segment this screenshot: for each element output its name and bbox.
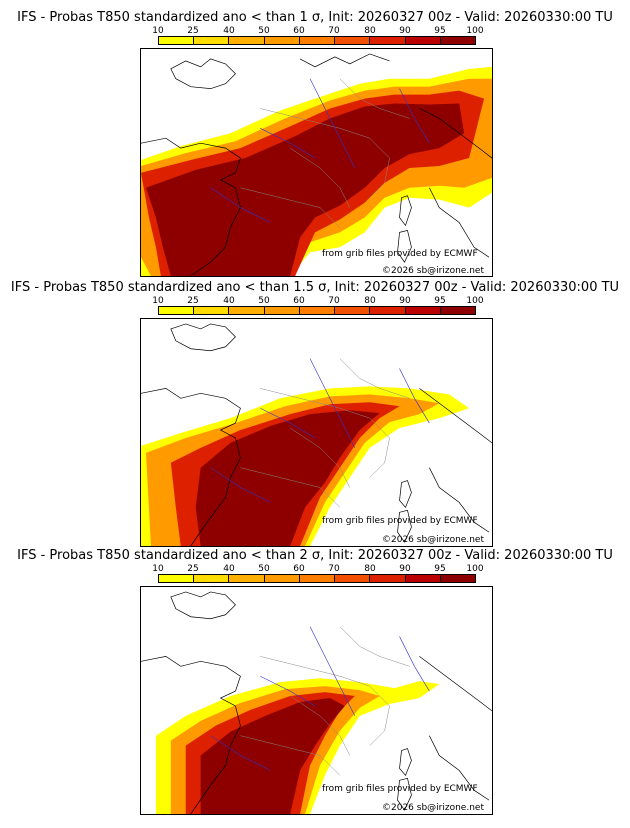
colorbar-swatch xyxy=(440,307,475,314)
colorbar-swatch xyxy=(299,37,336,44)
colorbar-tick-label: 60 xyxy=(293,26,305,36)
colorbar-swatch xyxy=(264,575,300,582)
colorbar-swatch xyxy=(405,37,441,44)
colorbar xyxy=(158,36,476,45)
rivers xyxy=(210,358,430,503)
colorbar-swatch xyxy=(229,307,265,314)
probability-map: from grib files provided by ECMWF ©2026 … xyxy=(140,48,493,277)
colorbar-tick-label: 10 xyxy=(152,564,164,574)
panel-title: IFS - Probas T850 standardized ano < tha… xyxy=(17,10,613,25)
probability-map: from grib files provided by ECMWF ©2026 … xyxy=(140,586,493,815)
copyright-text: ©2026 sb@irizone.net xyxy=(382,266,484,276)
admin-borders xyxy=(240,626,410,776)
colorbar-swatch xyxy=(335,575,371,582)
colorbar-tick-label: 80 xyxy=(364,296,376,306)
colorbar-tick-label: 10 xyxy=(152,296,164,306)
map-panel-3: IFS - Probas T850 standardized ano < tha… xyxy=(0,548,630,816)
credit-source: from grib files provided by ECMWF xyxy=(322,516,478,526)
map-graphic xyxy=(141,53,492,276)
probability-field xyxy=(141,386,470,546)
colorbar-tick-label: 80 xyxy=(364,26,376,36)
coastlines xyxy=(141,591,492,814)
colorbar-swatch xyxy=(194,37,230,44)
probability-map: from grib files provided by ECMWF ©2026 … xyxy=(140,318,493,547)
colorbar-swatch xyxy=(299,575,336,582)
colorbar xyxy=(158,574,476,583)
colorbar-swatch xyxy=(440,37,475,44)
colorbar-tick-label: 60 xyxy=(293,564,305,574)
colorbar-tick-label: 80 xyxy=(364,564,376,574)
colorbar-swatch xyxy=(370,37,406,44)
colorbar-tick-label: 50 xyxy=(258,296,270,306)
admin-borders xyxy=(240,78,410,228)
colorbar-tick-label: 90 xyxy=(399,296,411,306)
colorbar-tick-label: 10 xyxy=(152,26,164,36)
colorbar-swatch xyxy=(194,575,230,582)
rivers xyxy=(210,626,430,771)
probability-field xyxy=(141,66,492,276)
colorbar-tick-label: 25 xyxy=(187,296,199,306)
colorbar-tick-label: 70 xyxy=(328,26,340,36)
colorbar-swatch xyxy=(264,37,300,44)
prob-band-90 xyxy=(145,103,465,276)
prob-band-90 xyxy=(200,698,345,814)
colorbar-swatch xyxy=(229,575,265,582)
colorbar-swatch xyxy=(370,575,406,582)
colorbar-swatch xyxy=(335,37,371,44)
colorbar-tick-label: 70 xyxy=(328,296,340,306)
colorbar-swatch xyxy=(264,307,300,314)
panel-title: IFS - Probas T850 standardized ano < tha… xyxy=(17,548,613,563)
copyright-text: ©2026 sb@irizone.net xyxy=(382,535,484,545)
map-panel-1: IFS - Probas T850 standardized ano < tha… xyxy=(0,10,630,278)
probability-field xyxy=(155,678,440,814)
coastlines xyxy=(141,53,492,276)
colorbar-swatch xyxy=(299,307,336,314)
colorbar-labels: 10 25 40 50 60 70 80 90 95 100 xyxy=(141,564,484,575)
colorbar-swatch xyxy=(159,37,195,44)
colorbar-tick-label: 25 xyxy=(187,564,199,574)
colorbar-tick-label: 40 xyxy=(223,296,235,306)
colorbar-tick-label: 25 xyxy=(187,26,199,36)
colorbar-tick-label: 100 xyxy=(466,564,484,574)
colorbar-tick-label: 100 xyxy=(466,296,484,306)
colorbar-tick-label: 100 xyxy=(466,26,484,36)
map-graphic xyxy=(141,323,492,546)
panel-title: IFS - Probas T850 standardized ano < tha… xyxy=(10,280,620,295)
colorbar xyxy=(158,306,476,315)
credit-source: from grib files provided by ECMWF xyxy=(322,249,478,259)
map-graphic xyxy=(141,591,492,814)
prob-band-90 xyxy=(195,410,380,546)
colorbar-swatch xyxy=(440,575,475,582)
colorbar-tick-label: 90 xyxy=(399,564,411,574)
map-panel-2: IFS - Probas T850 standardized ano < tha… xyxy=(0,280,630,548)
colorbar-labels: 10 25 40 50 60 70 80 90 95 100 xyxy=(141,296,484,307)
colorbar-tick-label: 95 xyxy=(434,564,446,574)
colorbar-swatch xyxy=(405,575,441,582)
colorbar-swatch xyxy=(335,307,371,314)
colorbar-swatch xyxy=(405,307,441,314)
colorbar-swatch xyxy=(370,307,406,314)
colorbar-swatch xyxy=(159,307,195,314)
coastlines xyxy=(141,323,492,546)
colorbar-labels: 10 25 40 50 60 70 80 90 95 100 xyxy=(141,26,484,37)
colorbar-swatch xyxy=(194,307,230,314)
colorbar-tick-label: 50 xyxy=(258,26,270,36)
colorbar-tick-label: 40 xyxy=(223,564,235,574)
colorbar-tick-label: 50 xyxy=(258,564,270,574)
colorbar-tick-label: 95 xyxy=(434,26,446,36)
colorbar-swatch xyxy=(159,575,195,582)
admin-borders xyxy=(240,358,410,508)
credit-source: from grib files provided by ECMWF xyxy=(322,784,478,794)
colorbar-tick-label: 70 xyxy=(328,564,340,574)
colorbar-tick-label: 60 xyxy=(293,296,305,306)
colorbar-swatch xyxy=(229,37,265,44)
rivers xyxy=(210,78,430,223)
colorbar-tick-label: 90 xyxy=(399,26,411,36)
copyright-text: ©2026 sb@irizone.net xyxy=(382,803,484,813)
colorbar-tick-label: 95 xyxy=(434,296,446,306)
colorbar-tick-label: 40 xyxy=(223,26,235,36)
